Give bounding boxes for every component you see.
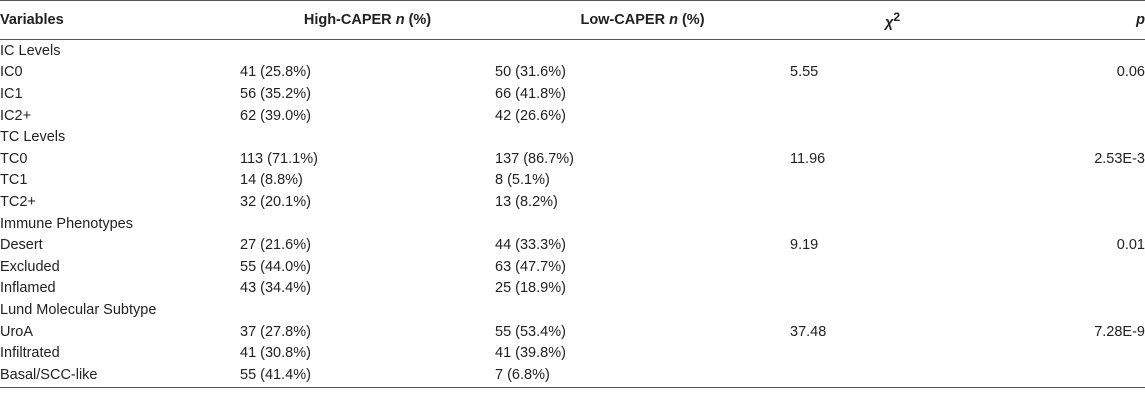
cell-chi-square [790, 278, 995, 300]
table-row: Desert 27 (21.6%) 44 (33.3%) 9.19 0.01 [0, 234, 1145, 256]
cell-p-value: 0.01 [1116, 237, 1145, 254]
group-header-row: TC Levels [0, 126, 1145, 148]
cell-high-caper: 56 (35.2%) [240, 85, 311, 102]
table-row: UroA 37 (27.8%) 55 (53.4%) 37.48 7.28E-9 [0, 321, 1145, 343]
cell-low-caper: 137 (86.7%) [495, 150, 574, 167]
row-label: TC1 [0, 172, 28, 189]
cell-high-caper: 113 (71.1%) [240, 150, 318, 167]
cell-high-caper: 37 (27.8%) [240, 323, 311, 340]
cell-chi-square [790, 170, 995, 192]
cell-p-value: 0.06 [1116, 64, 1145, 81]
row-label: IC0 [0, 64, 23, 81]
cell-low-caper: 41 (39.8%) [495, 345, 566, 362]
cell-chi-square [790, 83, 995, 105]
cell-chi-square: 37.48 [790, 323, 827, 340]
cell-p-value [995, 105, 1145, 127]
header-variables: Variables [0, 0, 240, 40]
group-header-row: Immune Phenotypes [0, 213, 1145, 235]
cell-high-caper: 27 (21.6%) [240, 237, 311, 254]
table-row: IC1 56 (35.2%) 66 (41.8%) [0, 83, 1145, 105]
cell-low-caper: 13 (8.2%) [495, 193, 558, 210]
stats-table: Variables High-CAPER n (%) Low-CAPER n (… [0, 0, 1145, 388]
cell-p-value [995, 278, 1145, 300]
cell-high-caper: 41 (25.8%) [240, 64, 311, 81]
table-row: Basal/SCC-like 55 (41.4%) 7 (6.8%) [0, 363, 1145, 388]
group-header-row: Lund Molecular Subtype [0, 299, 1145, 321]
cell-low-caper: 25 (18.9%) [495, 280, 566, 297]
group-title: Immune Phenotypes [0, 215, 133, 232]
cell-chi-square [790, 105, 995, 127]
table-row: TC1 14 (8.8%) 8 (5.1%) [0, 170, 1145, 192]
table-row: TC0 113 (71.1%) 137 (86.7%) 11.96 2.53E-3 [0, 148, 1145, 170]
cell-p-value [995, 191, 1145, 213]
header-p-value: p [995, 0, 1145, 40]
header-low-caper: Low-CAPER n (%) [495, 0, 790, 40]
row-label: Infiltrated [0, 345, 60, 362]
row-label: UroA [0, 323, 34, 340]
row-label: IC2+ [0, 107, 32, 124]
cell-chi-square [790, 191, 995, 213]
cell-low-caper: 42 (26.6%) [495, 107, 566, 124]
cell-low-caper: 44 (33.3%) [495, 237, 566, 254]
cell-chi-square: 11.96 [790, 150, 826, 167]
cell-high-caper: 62 (39.0%) [240, 107, 311, 124]
table-row: IC0 41 (25.8%) 50 (31.6%) 5.55 0.06 [0, 62, 1145, 84]
header-row: Variables High-CAPER n (%) Low-CAPER n (… [0, 0, 1145, 40]
cell-chi-square: 9.19 [790, 237, 819, 254]
group-header-row: IC Levels [0, 40, 1145, 62]
cell-p-value [995, 83, 1145, 105]
cell-high-caper: 32 (20.1%) [240, 193, 311, 210]
row-label: TC2+ [0, 193, 36, 210]
cell-p-value [995, 363, 1145, 388]
row-label: Inflamed [0, 280, 56, 297]
cell-p-value: 2.53E-3 [1094, 150, 1145, 167]
cell-p-value [995, 170, 1145, 192]
cell-low-caper: 66 (41.8%) [495, 85, 566, 102]
cell-high-caper: 41 (30.8%) [240, 345, 311, 362]
cell-chi-square: 5.55 [790, 64, 819, 81]
row-label: Excluded [0, 258, 60, 275]
cell-chi-square [790, 256, 995, 278]
cell-high-caper: 43 (34.4%) [240, 280, 311, 297]
header-high-caper: High-CAPER n (%) [240, 0, 495, 40]
cell-chi-square [790, 363, 995, 388]
table-row: Inflamed 43 (34.4%) 25 (18.9%) [0, 278, 1145, 300]
cell-low-caper: 63 (47.7%) [495, 258, 566, 275]
cell-low-caper: 55 (53.4%) [495, 323, 566, 340]
row-label: Basal/SCC-like [0, 363, 240, 388]
cell-low-caper: 7 (6.8%) [495, 363, 790, 388]
table-body: IC Levels IC0 41 (25.8%) 50 (31.6%) 5.55 0.06… [0, 40, 1145, 388]
table-row: Infiltrated 41 (30.8%) 41 (39.8%) [0, 342, 1145, 364]
table-row: IC2+ 62 (39.0%) 42 (26.6%) [0, 105, 1145, 127]
header-chi-square: χ2 [790, 0, 995, 40]
row-label: Desert [0, 237, 43, 254]
cell-p-value [995, 342, 1145, 364]
cell-high-caper: 55 (44.0%) [240, 258, 311, 275]
group-title: TC Levels [0, 129, 66, 146]
cell-low-caper: 50 (31.6%) [495, 64, 566, 81]
cell-p-value [995, 256, 1145, 278]
cell-p-value: 7.28E-9 [1094, 323, 1145, 340]
cell-high-caper: 14 (8.8%) [240, 172, 303, 189]
cell-low-caper: 8 (5.1%) [495, 172, 550, 189]
group-title: Lund Molecular Subtype [0, 301, 157, 318]
cell-chi-square [790, 342, 995, 364]
row-label: TC0 [0, 150, 28, 167]
row-label: IC1 [0, 85, 23, 102]
cell-high-caper: 55 (41.4%) [240, 363, 495, 388]
table-row: Excluded 55 (44.0%) 63 (47.7%) [0, 256, 1145, 278]
group-title: IC Levels [0, 42, 61, 59]
table-row: TC2+ 32 (20.1%) 13 (8.2%) [0, 191, 1145, 213]
